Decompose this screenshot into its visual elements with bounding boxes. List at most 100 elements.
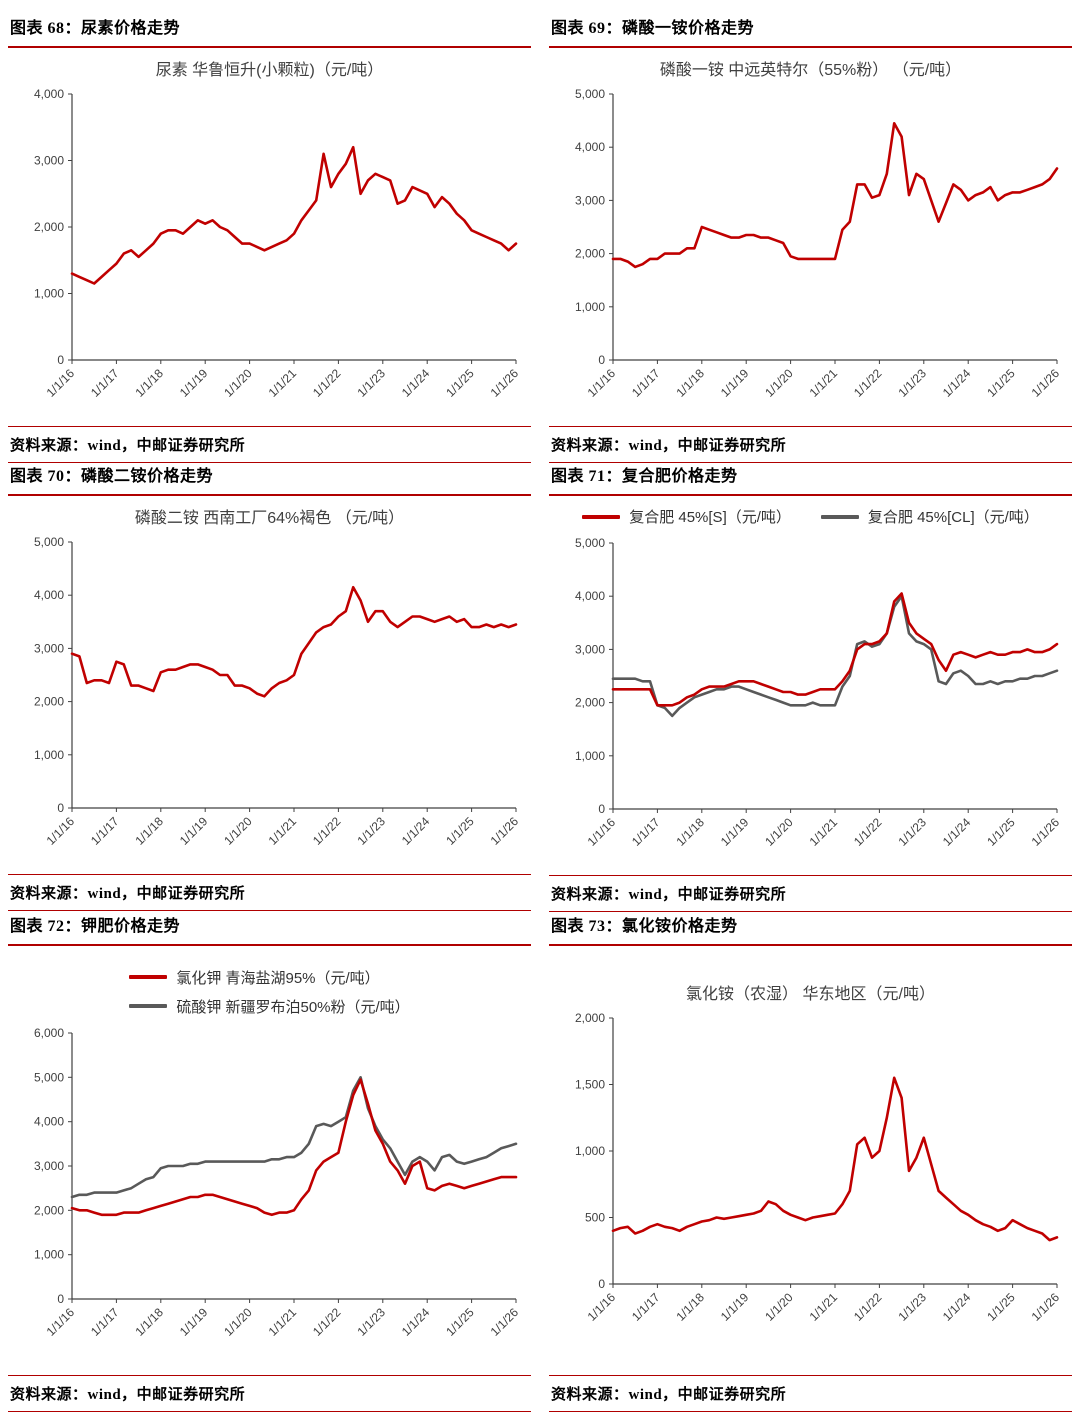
- svg-text:0: 0: [57, 801, 64, 815]
- svg-text:1/1/25: 1/1/25: [443, 366, 477, 400]
- source-note: 资料来源：wind，中邮证券研究所: [549, 875, 1072, 912]
- svg-text:1/1/20: 1/1/20: [762, 366, 796, 400]
- svg-text:0: 0: [598, 353, 605, 367]
- svg-text:1,000: 1,000: [574, 749, 604, 763]
- svg-text:5,000: 5,000: [574, 536, 604, 550]
- svg-text:1/1/20: 1/1/20: [762, 815, 796, 849]
- figure-caption: 图表 69：磷酸一铵价格走势: [549, 8, 1072, 48]
- svg-text:1/1/22: 1/1/22: [851, 366, 885, 400]
- legend-line-swatch: [129, 1004, 168, 1008]
- svg-text:1/1/26: 1/1/26: [1028, 366, 1062, 400]
- urea-price-line-chart: 0 1,000 2,000 3,000 4,000 1/1/16 1/1/17 1/1/18 1…: [33, 87, 521, 400]
- svg-text:1/1/19: 1/1/19: [176, 1304, 210, 1338]
- svg-text:1/1/24: 1/1/24: [939, 1289, 973, 1323]
- svg-text:1/1/23: 1/1/23: [895, 815, 929, 849]
- svg-text:500: 500: [584, 1210, 604, 1224]
- svg-text:1/1/18: 1/1/18: [132, 1304, 166, 1338]
- potash-price-line-chart: 0 1,000 2,000 3,000 4,000 5,000 6,000 1/1/16 1/1…: [33, 1026, 521, 1339]
- svg-text:1/1/16: 1/1/16: [584, 815, 618, 849]
- svg-text:3,000: 3,000: [574, 642, 604, 656]
- source-note: 资料来源：wind，中邮证券研究所: [8, 1375, 531, 1412]
- svg-text:5,000: 5,000: [33, 1070, 63, 1084]
- svg-text:1,000: 1,000: [574, 1144, 604, 1158]
- svg-text:1/1/19: 1/1/19: [717, 366, 751, 400]
- svg-text:1/1/24: 1/1/24: [398, 366, 432, 400]
- svg-text:1/1/25: 1/1/25: [443, 1304, 477, 1338]
- figure-caption: 图表 70：磷酸二铵价格走势: [8, 456, 531, 496]
- svg-text:2,000: 2,000: [574, 247, 604, 261]
- legend-item: 氯化钾 青海盐湖95%（元/吨）: [129, 967, 380, 988]
- compound-fertilizer-price-line-chart: 0 1,000 2,000 3,000 4,000 5,000 1/1/16 1/1/17 1/…: [574, 536, 1062, 849]
- svg-text:5,000: 5,000: [33, 535, 63, 549]
- svg-text:1/1/26: 1/1/26: [487, 366, 521, 400]
- legend-label: 氯化钾 青海盐湖95%（元/吨）: [176, 969, 380, 987]
- svg-text:1,000: 1,000: [574, 300, 604, 314]
- figure-caption: 图表 73：氯化铵价格走势: [549, 906, 1072, 946]
- svg-text:3,000: 3,000: [33, 1159, 63, 1173]
- svg-text:1/1/19: 1/1/19: [176, 366, 210, 400]
- source-note: 资料来源：wind，中邮证券研究所: [8, 874, 531, 911]
- svg-text:1/1/22: 1/1/22: [310, 366, 344, 400]
- source-note: 资料来源：wind，中邮证券研究所: [8, 426, 531, 463]
- svg-text:1/1/25: 1/1/25: [443, 814, 477, 848]
- svg-text:4,000: 4,000: [33, 1114, 63, 1128]
- legend-label: 复合肥 45%[S]（元/吨）: [629, 509, 791, 526]
- svg-text:2,000: 2,000: [33, 695, 63, 709]
- ammonium-chloride-price-line-chart: 0 500 1,000 1,500 2,000 1/1/16 1/1/17 1/1/18 1/1…: [574, 1011, 1061, 1324]
- svg-text:1,000: 1,000: [33, 287, 63, 301]
- svg-text:2,000: 2,000: [33, 220, 63, 234]
- svg-text:1/1/21: 1/1/21: [265, 366, 299, 400]
- svg-text:3,000: 3,000: [33, 154, 63, 168]
- figure-71: 图表 71：复合肥价格走势 复合肥 45%[S]（元/吨） 复合肥 45%[CL]…: [549, 456, 1072, 912]
- svg-text:1/1/16: 1/1/16: [584, 366, 618, 400]
- legend-line-swatch: [582, 514, 621, 519]
- svg-text:3,000: 3,000: [574, 193, 604, 207]
- chart-area: 磷酸一铵 中远英特尔（55%粉） （元/吨） 0 1,000 2,000 3,000 4…: [549, 48, 1072, 426]
- svg-text:1/1/19: 1/1/19: [717, 1289, 751, 1323]
- svg-text:1,000: 1,000: [33, 1247, 63, 1261]
- svg-text:1/1/24: 1/1/24: [398, 814, 432, 848]
- svg-text:1/1/17: 1/1/17: [88, 1304, 122, 1338]
- svg-text:0: 0: [57, 1292, 64, 1306]
- svg-text:1/1/20: 1/1/20: [221, 814, 255, 848]
- svg-text:1/1/24: 1/1/24: [398, 1304, 432, 1338]
- chart-title: 尿素 华鲁恒升(小颗粒)（元/吨）: [155, 62, 384, 79]
- svg-text:1/1/24: 1/1/24: [939, 366, 973, 400]
- svg-text:2,000: 2,000: [33, 1203, 63, 1217]
- svg-text:1/1/23: 1/1/23: [354, 366, 388, 400]
- svg-text:1/1/26: 1/1/26: [487, 1304, 521, 1338]
- svg-text:1/1/16: 1/1/16: [43, 814, 77, 848]
- source-note: 资料来源：wind，中邮证券研究所: [549, 426, 1072, 463]
- dap-price-line-chart: 0 1,000 2,000 3,000 4,000 5,000 1/1/16 1/1/17 1/…: [33, 535, 520, 848]
- svg-text:1/1/21: 1/1/21: [265, 1304, 299, 1338]
- legend-line-swatch: [820, 514, 859, 519]
- figure-72: 图表 72：钾肥价格走势 氯化钾 青海盐湖95%（元/吨） 硫酸钾 新疆罗布泊50…: [8, 906, 531, 1412]
- svg-text:1/1/22: 1/1/22: [310, 814, 344, 848]
- svg-text:1/1/18: 1/1/18: [673, 366, 707, 400]
- svg-text:1/1/17: 1/1/17: [629, 366, 663, 400]
- svg-text:1/1/24: 1/1/24: [939, 815, 973, 849]
- svg-text:0: 0: [598, 1277, 605, 1291]
- svg-text:0: 0: [598, 802, 605, 816]
- svg-text:1/1/26: 1/1/26: [1028, 815, 1062, 849]
- svg-text:1/1/21: 1/1/21: [806, 1289, 840, 1323]
- legend-item: 硫酸钾 新疆罗布泊50%粉（元/吨）: [129, 996, 410, 1017]
- chart-legend: 复合肥 45%[S]（元/吨） 复合肥 45%[CL]（元/吨）: [582, 506, 1039, 527]
- svg-text:1/1/21: 1/1/21: [806, 815, 840, 849]
- chart-area: 尿素 华鲁恒升(小颗粒)（元/吨） 0 1,000 2,000 3,000 4,000 1…: [8, 48, 531, 426]
- svg-text:1/1/25: 1/1/25: [984, 815, 1018, 849]
- svg-text:1/1/17: 1/1/17: [629, 815, 663, 849]
- svg-text:1/1/22: 1/1/22: [851, 1289, 885, 1323]
- svg-text:1/1/21: 1/1/21: [806, 366, 840, 400]
- legend-label: 硫酸钾 新疆罗布泊50%粉（元/吨）: [176, 998, 410, 1016]
- svg-text:5,000: 5,000: [574, 87, 604, 101]
- svg-text:2,000: 2,000: [574, 696, 604, 710]
- figure-70: 图表 70：磷酸二铵价格走势 磷酸二铵 西南工厂64%褐色 （元/吨） 0 1,0…: [8, 456, 531, 911]
- svg-text:1/1/23: 1/1/23: [895, 1289, 929, 1323]
- svg-text:4,000: 4,000: [574, 140, 604, 154]
- figure-caption: 图表 72：钾肥价格走势: [8, 906, 531, 946]
- chart-title: 氯化铵（农湿） 华东地区（元/吨）: [686, 985, 935, 1003]
- legend-item: 复合肥 45%[S]（元/吨）: [582, 506, 791, 527]
